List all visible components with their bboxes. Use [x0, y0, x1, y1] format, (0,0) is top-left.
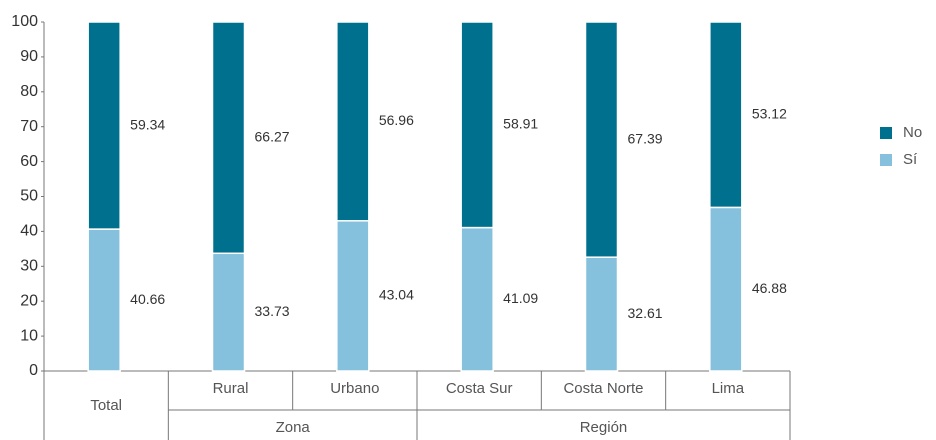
bar-segment	[709, 206, 743, 372]
bar-segment	[336, 21, 370, 222]
bar-segment	[584, 21, 619, 258]
y-tick-label: 50	[20, 188, 38, 205]
x-tick-label: Urbano	[330, 380, 379, 397]
x-tick-label: Costa Sur	[446, 380, 513, 397]
value-label: 59.34	[130, 116, 165, 132]
legend-label: No	[903, 124, 922, 141]
y-tick-label: 30	[20, 258, 38, 275]
bar-segment	[211, 252, 246, 372]
y-tick-label: 90	[20, 48, 38, 65]
y-tick-label: 40	[20, 223, 38, 240]
y-tick-label: 20	[20, 292, 38, 309]
y-tick-label: 0	[29, 362, 38, 379]
bar-segment	[87, 21, 121, 230]
y-tick-label: 100	[11, 13, 38, 30]
value-label: 53.12	[752, 105, 787, 121]
value-label: 32.61	[628, 305, 663, 321]
legend-swatch	[880, 127, 892, 139]
y-tick-label: 60	[20, 153, 38, 170]
bar-segment	[709, 21, 743, 209]
value-label: 33.73	[255, 303, 290, 319]
y-tick-label: 80	[20, 83, 38, 100]
x-tick-label: Rural	[213, 380, 249, 397]
x-tick-label: Lima	[712, 380, 745, 397]
value-label: 56.96	[379, 112, 414, 128]
value-label: 66.27	[255, 128, 290, 144]
bar-segment	[460, 226, 494, 372]
y-tick-label: 10	[20, 327, 38, 344]
bar-segment	[336, 220, 370, 372]
value-label: 40.66	[130, 291, 165, 307]
value-label: 41.09	[503, 290, 538, 306]
x-tick-label: Total	[90, 397, 122, 414]
bar-segment	[211, 21, 246, 255]
legend-swatch	[880, 154, 892, 166]
bar-segment	[460, 21, 494, 229]
bar-segment	[87, 228, 121, 372]
x-tick-label: Costa Norte	[563, 380, 643, 397]
bar-segment	[584, 256, 619, 372]
legend-label: Sí	[903, 151, 918, 168]
y-tick-label: 70	[20, 118, 38, 135]
value-label: 58.91	[503, 116, 538, 132]
value-label: 46.88	[752, 280, 787, 296]
value-label: 67.39	[628, 130, 663, 146]
group-label: Región	[580, 419, 628, 436]
group-label: Zona	[276, 419, 311, 436]
value-label: 43.04	[379, 287, 414, 303]
